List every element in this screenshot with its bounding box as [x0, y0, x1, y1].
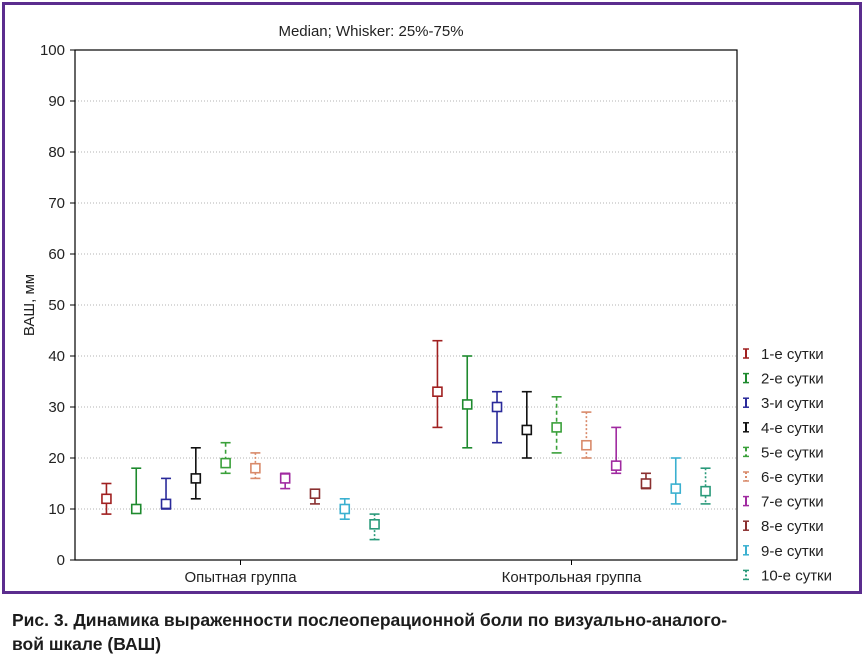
median-marker [309, 488, 321, 500]
y-tick-label: 90 [48, 93, 65, 110]
plot-area [74, 49, 738, 561]
y-tick-label: 100 [40, 42, 65, 59]
median-marker [640, 478, 652, 489]
median-marker [551, 422, 562, 433]
legend-label: 1-е сутки [761, 346, 824, 363]
legend-label: 3-и сутки [761, 395, 824, 412]
y-tick-label: 50 [48, 297, 65, 314]
y-tick-label: 30 [48, 399, 65, 416]
legend-label: 4-е сутки [761, 420, 824, 437]
median-marker [220, 457, 231, 469]
x-tick-label: Контрольная группа [502, 569, 642, 586]
median-marker [461, 399, 473, 410]
legend-label: 6-е сутки [761, 469, 824, 486]
figure-caption: Рис. 3. Динамика выраженности послеопера… [12, 608, 857, 656]
legend-label: 8-е сутки [761, 518, 824, 535]
chart-title: Median; Whisker: 25%-75% [278, 23, 463, 40]
median-marker [521, 424, 533, 436]
median-marker [610, 460, 622, 471]
median-marker [700, 485, 711, 497]
median-marker [250, 462, 261, 474]
y-tick-label: 20 [48, 450, 65, 467]
median-marker [190, 473, 202, 484]
median-marker [160, 498, 172, 510]
y-axis-label: ВАШ, мм [21, 274, 38, 336]
legend-label: 5-е сутки [761, 444, 824, 461]
median-marker [130, 503, 142, 515]
legend-label: 10-е сутки [761, 567, 832, 584]
median-marker [670, 483, 682, 494]
median-marker [339, 503, 351, 515]
caption-line-1: Рис. 3. Динамика выраженности послеопера… [12, 610, 728, 630]
caption-line-2: вой шкале (ВАШ) [12, 634, 162, 654]
median-marker [491, 401, 503, 413]
legend-label: 9-е сутки [761, 543, 824, 560]
y-tick-label: 40 [48, 348, 65, 365]
x-tick-label: Опытная группа [184, 569, 297, 586]
median-marker [279, 473, 291, 484]
y-tick-label: 10 [48, 501, 65, 518]
y-tick-label: 70 [48, 195, 65, 212]
y-tick-label: 0 [57, 552, 65, 569]
legend-label: 7-е сутки [761, 494, 824, 511]
median-marker [101, 493, 112, 505]
y-tick-label: 60 [48, 246, 65, 263]
legend-label: 2-е сутки [761, 371, 824, 388]
median-marker [432, 386, 443, 398]
median-marker [369, 518, 380, 530]
median-marker [581, 439, 592, 451]
y-tick-label: 80 [48, 144, 65, 161]
chart: Median; Whisker: 25%-75% 0 10 20 30 40 50 60 70 8… [21, 23, 832, 586]
